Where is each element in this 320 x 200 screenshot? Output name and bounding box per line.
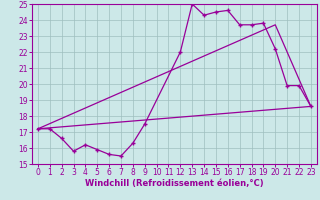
X-axis label: Windchill (Refroidissement éolien,°C): Windchill (Refroidissement éolien,°C) xyxy=(85,179,264,188)
